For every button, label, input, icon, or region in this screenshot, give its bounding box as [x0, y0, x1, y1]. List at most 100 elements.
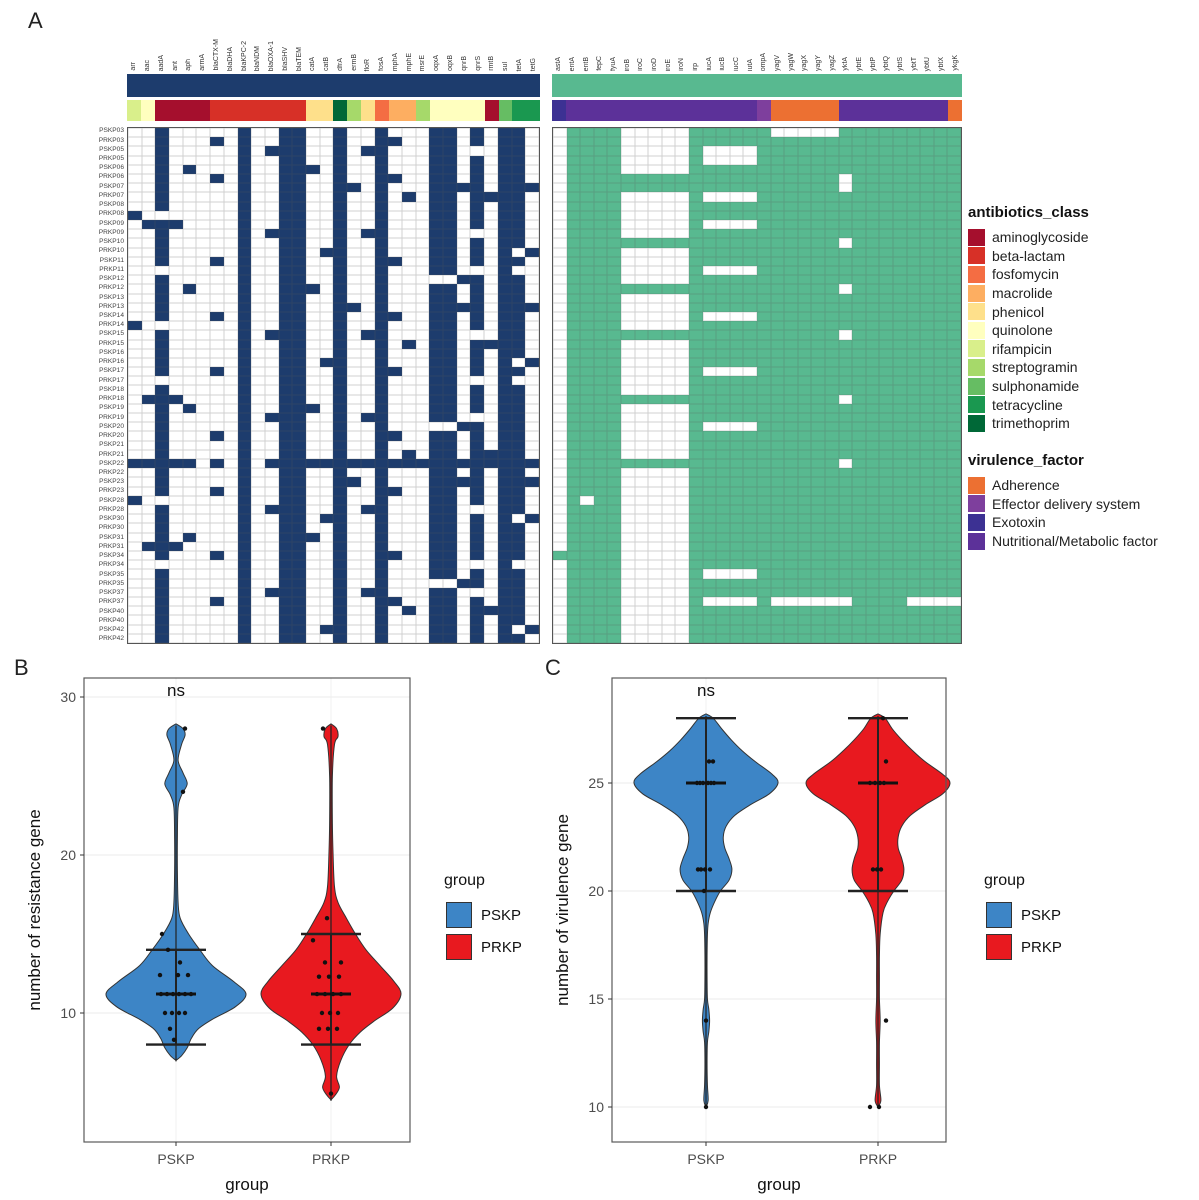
heatmap-cell	[784, 560, 798, 570]
heatmap-cell	[319, 523, 334, 533]
heatmap-cell	[716, 229, 730, 239]
heatmap-cell	[278, 330, 293, 340]
heatmap-cell	[770, 155, 785, 165]
heatmap-cell	[811, 624, 825, 634]
heatmap-cell	[292, 367, 307, 377]
heatmap-cell	[374, 256, 389, 266]
heatmap-cell	[879, 514, 893, 524]
heatmap-cell	[292, 321, 307, 331]
heatmap-cell	[415, 624, 430, 634]
legend-color-key	[968, 513, 985, 531]
virulence-factor-cell	[852, 100, 867, 121]
heatmap-cell	[470, 505, 485, 515]
data-point	[710, 759, 716, 764]
heatmap-cell	[879, 311, 893, 322]
heatmap-cell	[920, 155, 934, 165]
heatmap-cell	[497, 173, 512, 184]
heatmap-cell	[716, 339, 730, 349]
heatmap-cell	[470, 468, 485, 478]
heatmap-cell	[443, 137, 457, 147]
heatmap-cell	[933, 468, 948, 478]
heatmap-cell	[811, 137, 825, 147]
heatmap-cell	[879, 624, 893, 634]
heatmap-cell	[484, 164, 498, 174]
heatmap-cell	[716, 468, 730, 478]
heatmap-cell	[743, 229, 757, 239]
heatmap-cell	[811, 440, 825, 450]
heatmap-cell	[675, 597, 689, 607]
heatmap-cell	[920, 569, 934, 579]
heatmap-cell	[306, 247, 320, 257]
heatmap-cell	[865, 302, 880, 312]
heatmap-cell	[128, 348, 142, 358]
heatmap-cell	[811, 569, 825, 579]
heatmap-cell	[553, 164, 567, 174]
heatmap-cell	[429, 275, 444, 285]
heatmap-cell	[920, 468, 934, 478]
heatmap-cell	[580, 560, 594, 570]
heatmap-cell	[811, 486, 825, 496]
virulence-factor-cell	[620, 100, 635, 121]
heatmap-cell	[319, 477, 334, 487]
heatmap-cell	[210, 247, 224, 257]
heatmap-cell	[347, 229, 361, 239]
data-point	[335, 1010, 341, 1016]
heatmap-cell	[593, 514, 608, 524]
gene-category-cell	[140, 74, 155, 97]
heatmap-cell	[251, 532, 265, 542]
heatmap-cell	[566, 330, 581, 340]
heatmap-cell	[838, 146, 853, 156]
heatmap-cell	[689, 367, 703, 377]
heatmap-cell	[675, 431, 689, 441]
heatmap-cell	[278, 486, 293, 496]
heatmap-cell	[784, 385, 798, 395]
heatmap-cell	[566, 560, 581, 570]
heatmap-cell	[347, 256, 361, 266]
heatmap-cell	[155, 578, 170, 588]
heatmap-cell	[360, 311, 375, 322]
row-label: PSKP09	[99, 219, 124, 227]
heatmap-cell	[456, 486, 471, 496]
heatmap-cell	[484, 394, 498, 404]
heatmap-cell	[566, 256, 581, 266]
y-axis-title: number of virulence gene	[553, 814, 572, 1006]
heatmap-cell	[347, 587, 361, 598]
heatmap-cell	[661, 403, 676, 414]
heatmap-cell	[621, 367, 635, 377]
heatmap-cell	[729, 422, 744, 432]
heatmap-cell	[947, 229, 961, 239]
heatmap-cell	[729, 468, 744, 478]
heatmap-cell	[702, 624, 717, 634]
heatmap-cell	[770, 587, 785, 598]
heatmap-cell	[865, 192, 880, 202]
heatmap-cell	[210, 431, 224, 441]
heatmap-cell	[210, 422, 224, 432]
heatmap-cell	[429, 339, 444, 349]
heatmap-cell	[757, 523, 771, 533]
heatmap-cell	[525, 376, 539, 386]
x-tick-label: PSKP	[157, 1151, 194, 1167]
heatmap-cell	[689, 495, 703, 506]
heatmap-cell	[729, 229, 744, 239]
heatmap-cell	[757, 459, 771, 469]
heatmap-cell	[702, 201, 717, 211]
heatmap-cell	[906, 367, 921, 377]
heatmap-cell	[893, 413, 907, 423]
heatmap-cell	[852, 587, 866, 598]
heatmap-cell	[128, 394, 142, 404]
row-label: PRKP30	[98, 524, 124, 532]
heatmap-cell	[443, 293, 457, 303]
heatmap-cell	[470, 606, 485, 616]
heatmap-cell	[947, 560, 961, 570]
heatmap-cell	[689, 128, 703, 138]
heatmap-cell	[566, 633, 581, 643]
heatmap-cell	[155, 302, 170, 312]
heatmap-cell	[879, 468, 893, 478]
data-point	[165, 947, 171, 952]
data-point	[319, 1010, 325, 1016]
heatmap-cell	[347, 385, 361, 395]
heatmap-cell	[634, 385, 649, 395]
heatmap-cell	[797, 560, 812, 570]
heatmap-cell	[933, 376, 948, 386]
heatmap-cell	[388, 164, 402, 174]
